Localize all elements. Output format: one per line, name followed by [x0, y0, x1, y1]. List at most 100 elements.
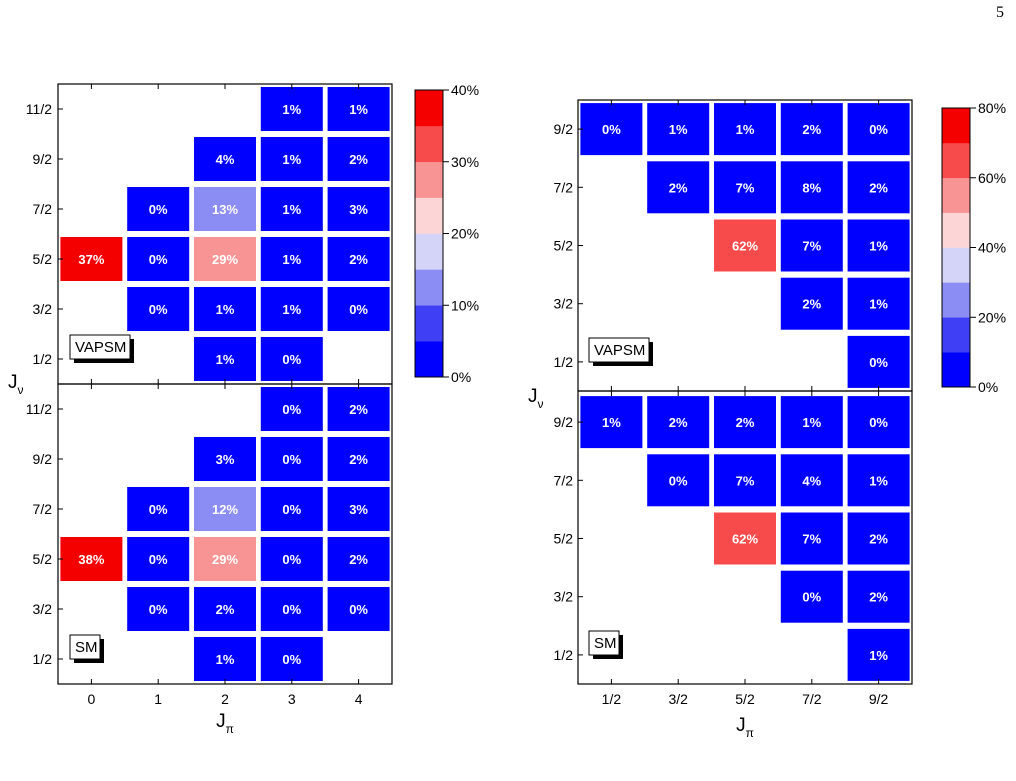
cell-value-label: 2%	[349, 402, 368, 417]
cell-value-label: 29%	[212, 552, 238, 567]
model-tag-box	[69, 634, 101, 660]
heatmap-cell	[847, 277, 910, 330]
cell-value-label: 0%	[149, 202, 168, 217]
y-tick-label: 5/2	[33, 551, 53, 567]
heatmap-cell	[847, 512, 910, 565]
cell-value-label: 0%	[149, 302, 168, 317]
cell-value-label: 7%	[736, 180, 755, 195]
colorbar-segment	[942, 212, 970, 248]
colorbar-segment	[415, 197, 443, 234]
cell-value-label: 1%	[282, 202, 301, 217]
heatmap-cell	[847, 570, 910, 623]
cell-value-label: 62%	[732, 532, 758, 547]
y-tick-label: 5/2	[554, 238, 574, 254]
cell-value-label: 2%	[869, 180, 888, 195]
cell-value-label: 37%	[78, 252, 104, 267]
cell-value-label: 2%	[669, 180, 688, 195]
cell-value-label: 0%	[349, 302, 368, 317]
cell-value-label: 1%	[349, 102, 368, 117]
cell-value-label: 0%	[802, 590, 821, 605]
y-tick-label: 7/2	[554, 179, 574, 195]
colorbar-tick-label: 80%	[978, 100, 1006, 116]
colorbar-segment	[942, 282, 970, 318]
y-tick-label: 5/2	[33, 251, 53, 267]
y-tick-label: 3/2	[554, 589, 574, 605]
cell-value-label: 4%	[216, 152, 235, 167]
y-tick-label: 7/2	[33, 501, 53, 517]
heatmap-cell	[60, 537, 123, 581]
model-tag-label: SM	[594, 635, 617, 652]
heatmap-cell	[194, 637, 256, 681]
x-axis-title: Jπ	[216, 711, 234, 736]
cell-value-label: 2%	[669, 415, 688, 430]
model-tag-label: SM	[75, 639, 98, 656]
heatmap-cell	[714, 396, 776, 449]
cell-value-label: 2%	[736, 415, 755, 430]
x-tick-label: 7/2	[802, 691, 822, 707]
heatmap-cell	[194, 237, 256, 281]
heatmap-panel-vapsm: 0% 1% 1% 2% 0% 2% 7% 8% 2% 62% 7% 1% 2% 1% 0% 1/2 3/2 5/2…	[554, 99, 913, 392]
colorbar: 0% 10% 20% 30% 40%	[414, 82, 479, 385]
cell-value-label: 1%	[869, 648, 888, 663]
cell-value-label: 2%	[349, 452, 368, 467]
cell-value-label: 0%	[869, 355, 888, 370]
heatmap-cell	[260, 187, 323, 231]
cell-value-label: 2%	[216, 602, 235, 617]
colorbar-segment	[415, 341, 443, 378]
cell-value-label: 1%	[869, 473, 888, 488]
cell-value-label: 3%	[349, 202, 368, 217]
cell-value-label: 1%	[216, 302, 235, 317]
heatmap-cell	[327, 537, 390, 581]
colorbar-tick-label: 20%	[451, 226, 479, 242]
x-tick-label: 1/2	[602, 691, 622, 707]
heatmap-cell	[260, 437, 323, 481]
x-axis-title: Jπ	[736, 715, 754, 740]
heatmap-cell	[780, 454, 843, 507]
heatmap-cell	[714, 454, 776, 507]
colorbar-tick-label: 10%	[451, 297, 479, 313]
heatmap-cell	[327, 287, 390, 331]
x-tick-label: 4	[355, 691, 363, 707]
heatmap-cell	[127, 237, 190, 281]
cell-value-label: 0%	[349, 602, 368, 617]
cell-value-label: 1%	[802, 415, 821, 430]
heatmap-cell	[194, 587, 256, 631]
heatmap-cell	[327, 437, 390, 481]
colorbar: 0% 20% 40% 60% 80%	[941, 100, 1006, 395]
colorbar-segment	[942, 142, 970, 179]
colorbar-tick-label: 60%	[978, 170, 1006, 186]
heatmap-cell	[194, 487, 256, 531]
x-tick-label: 3/2	[668, 691, 688, 707]
heatmap-cell	[327, 187, 390, 231]
cell-value-label: 0%	[282, 652, 301, 667]
y-tick-label: 7/2	[554, 472, 574, 488]
cell-value-label: 1%	[736, 122, 755, 137]
cell-value-label: 0%	[149, 502, 168, 517]
heatmap-cell	[327, 587, 390, 631]
heatmap-cell	[127, 487, 190, 531]
x-tick-label: 3	[288, 691, 296, 707]
cell-value-label: 2%	[802, 122, 821, 137]
heatmap-cell	[260, 587, 323, 631]
cell-value-label: 1%	[282, 252, 301, 267]
cell-value-label: 1%	[216, 352, 235, 367]
cell-value-label: 1%	[216, 652, 235, 667]
heatmap-cell	[847, 396, 910, 449]
y-tick-label: 1/2	[33, 651, 53, 667]
heatmap-figure-2: 0% 1% 1% 2% 0% 2% 7% 8% 2% 62% 7% 1% 2% 1% 0% 1/2 3/2 5/2…	[528, 99, 1006, 740]
heatmap-cell	[260, 487, 323, 531]
heatmap-cell	[127, 187, 190, 231]
x-tick-label: 0	[88, 691, 96, 707]
y-axis-title: Jν	[8, 372, 24, 397]
colorbar-segment	[942, 108, 970, 144]
heatmap-cell	[260, 537, 323, 581]
colorbar-segment	[942, 317, 970, 353]
cell-value-label: 3%	[349, 502, 368, 517]
heatmap-cell	[260, 287, 323, 331]
colorbar-segment	[415, 125, 443, 163]
x-tick-label: 2	[221, 691, 229, 707]
heatmap-cell	[714, 161, 776, 214]
heatmap-cell	[847, 628, 910, 681]
colorbar-tick-label: 0%	[451, 369, 471, 385]
heatmap-cell	[327, 387, 390, 431]
